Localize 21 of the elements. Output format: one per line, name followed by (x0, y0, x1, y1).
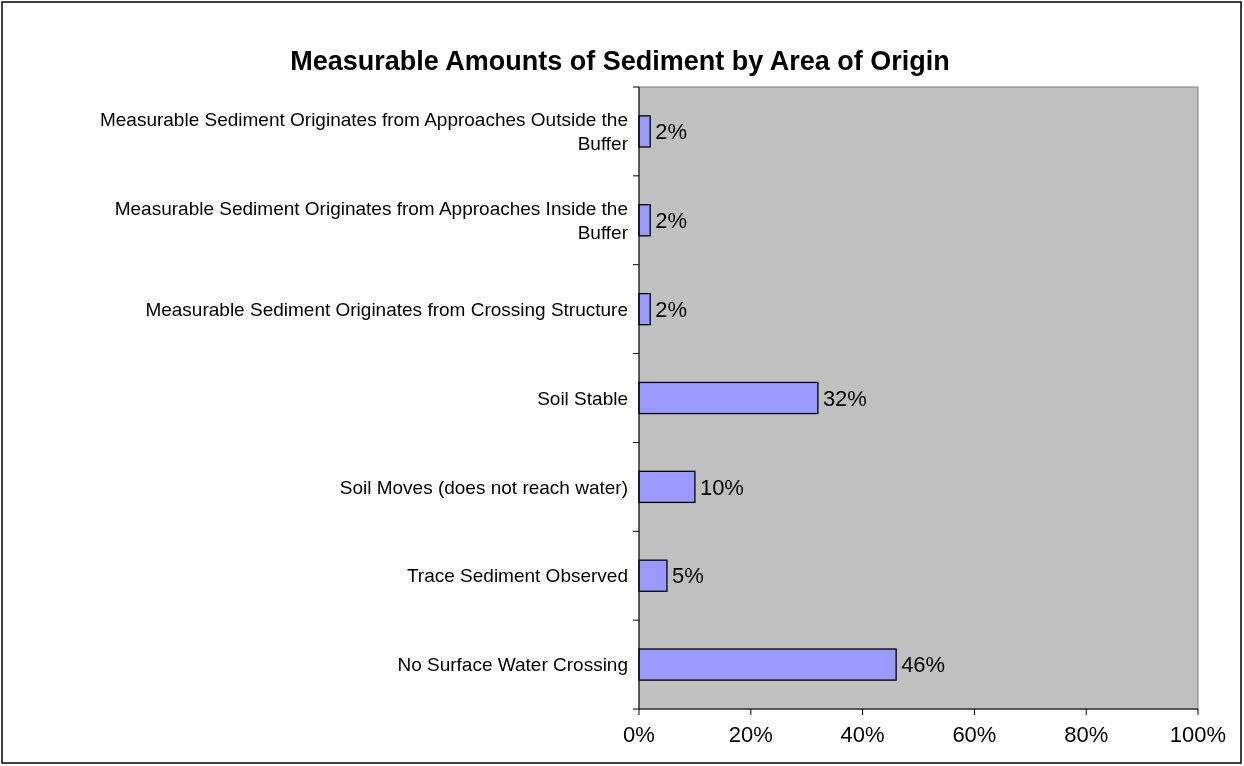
chart-title: Measurable Amounts of Sediment by Area of Origin (290, 46, 950, 76)
x-tick-label: 20% (728, 722, 773, 747)
data-label: 2% (655, 207, 687, 233)
y-tick-label: No Surface Water Crossing (397, 654, 628, 676)
data-label: 32% (822, 385, 867, 411)
x-tick-label: 60% (952, 722, 997, 747)
x-tick-label: 40% (840, 722, 885, 747)
y-tick-label: Trace Sediment Observed (406, 565, 628, 587)
x-tick-label: 80% (1064, 722, 1109, 747)
y-tick-label: Measurable Sediment Originates from Approaches Inside the Buffer (114, 197, 629, 243)
data-label: 46% (901, 652, 946, 678)
data-label: 10% (699, 474, 744, 500)
y-tick-label: Soil Moves (does not reach water) (339, 476, 628, 498)
x-tick-label: 0% (623, 722, 655, 747)
y-tick-label: Soil Stable (537, 387, 628, 409)
y-tick-label: Measurable Sediment Originates from Crossing Structure (145, 298, 628, 320)
data-label: 5% (671, 563, 704, 589)
data-label: 2% (655, 296, 687, 322)
x-tick-label: 100% (1169, 722, 1227, 747)
y-tick-label: Measurable Sediment Originates from Approaches Outside the Buffer (99, 109, 629, 155)
data-label: 2% (655, 119, 687, 145)
